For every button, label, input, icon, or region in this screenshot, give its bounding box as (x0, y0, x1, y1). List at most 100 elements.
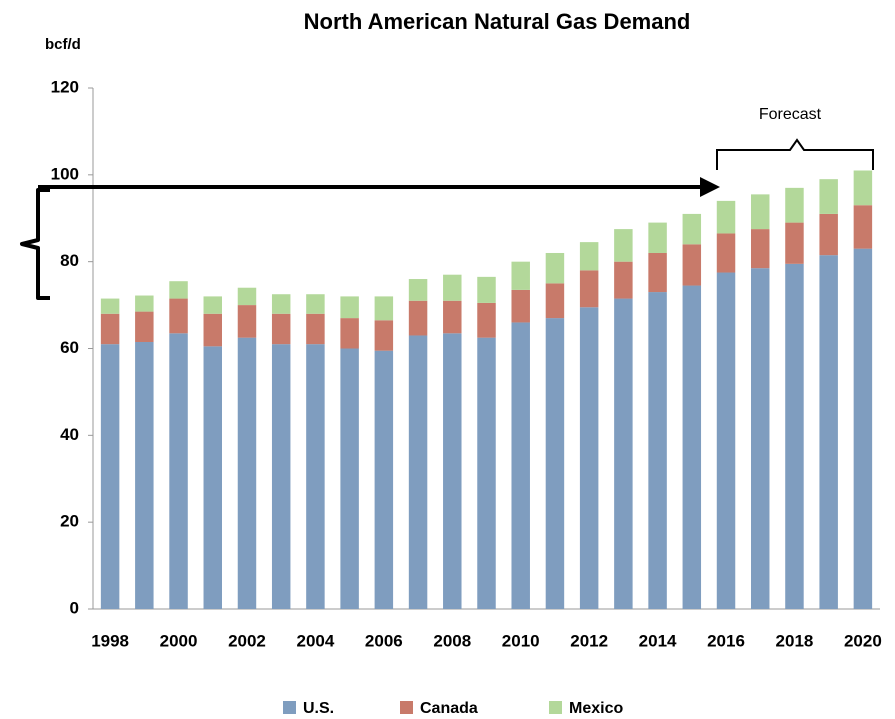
bar-segment (545, 252, 565, 284)
bar-segment (819, 255, 838, 609)
legend-swatch (400, 701, 413, 714)
y-tick-label: 60 (60, 338, 79, 357)
bar-segment (511, 289, 530, 323)
bar-segment (614, 261, 633, 299)
x-tick-label: 2008 (433, 631, 471, 650)
bar-segment (203, 296, 222, 314)
bar-segment (648, 222, 667, 253)
bar-segment (477, 337, 496, 609)
bar-segment (237, 305, 257, 338)
chart-title: North American Natural Gas Demand (304, 9, 691, 34)
bar-segment (408, 335, 428, 609)
bar-segment (271, 344, 291, 609)
bar-segment (477, 302, 496, 338)
bar-segment (751, 194, 770, 230)
bar-segment (374, 350, 394, 609)
bar-segment (716, 272, 736, 609)
bar-segment (203, 346, 222, 609)
bar-segment (374, 320, 394, 351)
bar-segment (648, 292, 667, 609)
bar-segment (374, 296, 394, 321)
bar-segment (511, 322, 530, 609)
bar-segment (408, 279, 428, 301)
bar-segment (648, 252, 667, 293)
bar-segment (443, 274, 462, 301)
bar-segment (614, 229, 633, 262)
y-tick-label: 120 (51, 77, 79, 96)
bar-segment (682, 244, 702, 286)
x-tick-label: 2012 (570, 631, 608, 650)
x-tick-label: 2020 (844, 631, 882, 650)
bar-segment (682, 285, 702, 609)
y-tick-label: 0 (70, 598, 79, 617)
x-tick-label: 2000 (160, 631, 198, 650)
bar-segment (271, 294, 291, 314)
bar-segment (237, 287, 257, 306)
x-tick-label: 2018 (776, 631, 814, 650)
bar-segment (579, 307, 599, 609)
y-axis-label: bcf/d (45, 36, 81, 53)
bar-segment (853, 205, 873, 249)
bar-segment (579, 242, 599, 271)
bar-segment (306, 294, 325, 314)
forecast-bracket (716, 138, 874, 170)
bar-segment (785, 187, 804, 223)
left-bracket (20, 188, 50, 300)
bar-segment (408, 300, 428, 336)
bar-segment (340, 348, 359, 609)
bar-segment (545, 283, 565, 319)
bar-segment (819, 179, 838, 214)
bar-segment (340, 296, 359, 319)
bar-segment (853, 170, 873, 206)
y-tick-label: 100 (51, 164, 79, 183)
forecast-label: Forecast (759, 106, 822, 123)
bar-segment (169, 298, 188, 334)
x-tick-label: 2002 (228, 631, 266, 650)
bar-segment (819, 213, 838, 256)
bar-segment (751, 229, 770, 269)
bar-segment (203, 313, 222, 347)
bar-segment (306, 344, 325, 609)
bar-segment (853, 248, 873, 609)
bar-segment (785, 222, 804, 264)
x-tick-label: 2006 (365, 631, 403, 650)
legend-label: Canada (420, 700, 478, 717)
bar-segment (306, 313, 325, 345)
bar-segment (785, 263, 804, 609)
bar-segment (716, 200, 736, 234)
legend-swatch (549, 701, 562, 714)
bar-segment (340, 318, 359, 349)
legend-label: Mexico (569, 700, 623, 717)
legend-swatch (283, 701, 296, 714)
x-tick-label: 2016 (707, 631, 745, 650)
x-tick-label: 1998 (91, 631, 129, 650)
bar-segment (169, 333, 188, 609)
bar-segment (135, 295, 154, 312)
bar-segment (135, 341, 154, 609)
x-tick-label: 2004 (296, 631, 334, 650)
bar-segment (716, 233, 736, 273)
x-tick-label: 2014 (639, 631, 677, 650)
bar-segment (443, 300, 462, 334)
legend-label: U.S. (303, 700, 334, 717)
bar-segment (100, 298, 120, 314)
bar-segment (271, 313, 291, 345)
bar-segment (751, 268, 770, 609)
bar-segment (135, 311, 154, 342)
x-tick-label: 2010 (502, 631, 540, 650)
y-tick-label: 80 (60, 251, 79, 270)
arrow-head (700, 177, 720, 197)
bar-segment (100, 313, 120, 345)
bar-segment (100, 344, 120, 609)
bar-segment (545, 318, 565, 609)
y-tick-label: 20 (60, 512, 79, 531)
bar-segment (579, 270, 599, 308)
bar-segment (237, 337, 257, 609)
bar-segment (511, 261, 530, 290)
bar-segment (614, 298, 633, 609)
bar-segment (443, 333, 462, 609)
y-tick-label: 40 (60, 425, 79, 444)
bar-segment (169, 281, 188, 299)
bar-segment (682, 213, 702, 245)
